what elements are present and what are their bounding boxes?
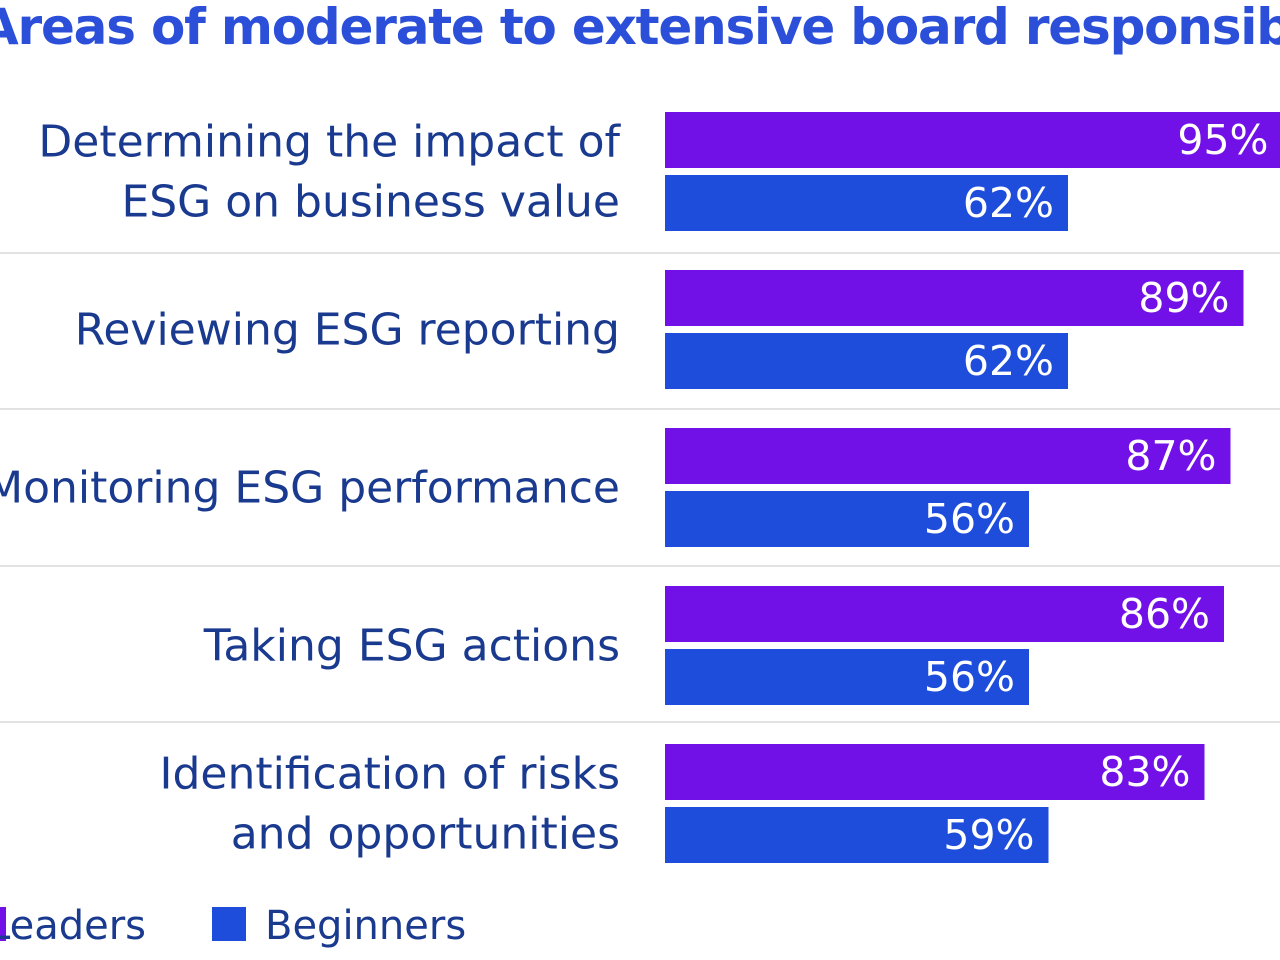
category-label: Determining the impact of ESG on business…	[38, 117, 621, 228]
bar-leaders	[665, 270, 1244, 326]
legend-label-beginners: Beginners	[265, 903, 466, 949]
category-label: Monitoring ESG performance	[0, 463, 620, 514]
bar-label-leaders: 95%	[1177, 116, 1268, 164]
category-label: Identification of risks and opportunities	[159, 749, 620, 860]
category-label-line: Identification of risks	[159, 749, 620, 800]
bar-beginners	[665, 649, 1029, 705]
bar-label-leaders: 89%	[1138, 274, 1229, 322]
legend-swatch-leaders	[0, 907, 6, 941]
bar-label-beginners: 62%	[963, 179, 1054, 227]
legend-swatch-beginners	[212, 907, 246, 941]
bar-leaders	[665, 744, 1205, 800]
bar-leaders	[665, 112, 1280, 168]
bar-leaders	[665, 586, 1224, 642]
category-label-line: ESG on business value	[121, 177, 620, 228]
category-label-line: Taking ESG actions	[203, 621, 620, 672]
category-label-line: Reviewing ESG reporting	[75, 305, 620, 356]
category-label-line: Determining the impact of	[38, 117, 621, 168]
bar-beginners	[665, 491, 1029, 547]
category-label: Reviewing ESG reporting	[75, 305, 620, 356]
legend-label-leaders: Leaders	[0, 903, 146, 949]
bar-label-beginners: 56%	[924, 495, 1015, 543]
chart-title: Areas of moderate to extensive board res…	[0, 0, 1280, 56]
bar-label-beginners: 62%	[963, 337, 1054, 385]
category-label-line: Monitoring ESG performance	[0, 463, 620, 514]
category-label-line: and opportunities	[231, 809, 620, 860]
bar-label-beginners: 59%	[943, 811, 1034, 859]
bar-label-leaders: 87%	[1125, 432, 1216, 480]
bar-label-leaders: 86%	[1119, 590, 1210, 638]
bar-label-beginners: 56%	[924, 653, 1015, 701]
bar-label-leaders: 83%	[1099, 748, 1190, 796]
bar-beginners	[665, 175, 1068, 231]
bar-beginners	[665, 807, 1049, 863]
category-label: Taking ESG actions	[203, 621, 620, 672]
bar-beginners	[665, 333, 1068, 389]
bar-leaders	[665, 428, 1231, 484]
